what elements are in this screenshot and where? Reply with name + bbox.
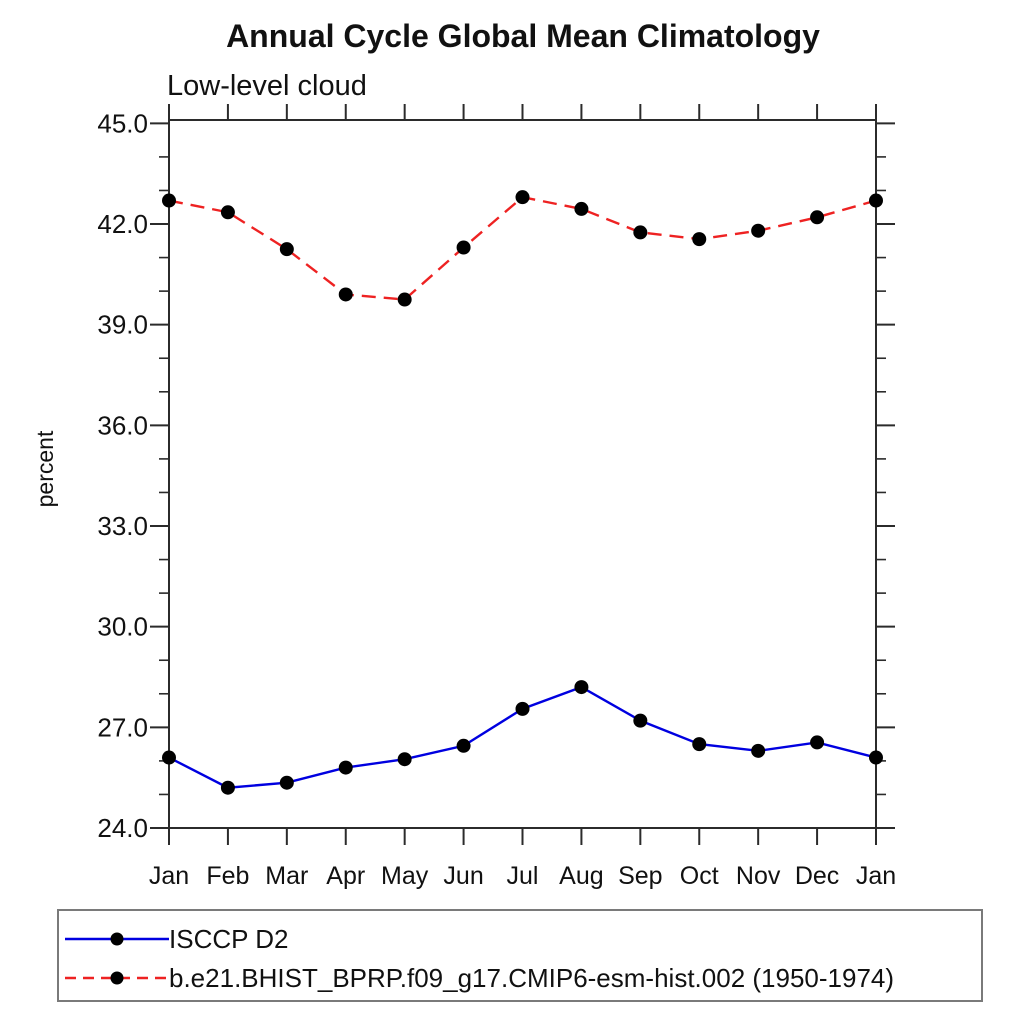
y-tick-label: 27.0 (97, 712, 148, 742)
data-point (869, 750, 883, 765)
data-point (456, 240, 471, 255)
y-tick-label: 42.0 (97, 209, 148, 239)
data-point (574, 201, 589, 216)
y-tick-label: 24.0 (97, 813, 148, 843)
data-point (574, 680, 589, 695)
y-axis-ticks: 24.0 27.0 30.0 33.0 36.0 39.0 42.0 45.0 (97, 108, 895, 843)
x-tick-label: Jul (507, 862, 539, 890)
legend-sample-dashed-line-icon (65, 971, 169, 985)
data-point (692, 232, 707, 247)
axis-frame (168, 119, 877, 829)
x-tick-label: Apr (326, 862, 365, 890)
data-point (692, 737, 707, 752)
legend-label-isccp: ISCCP D2 (169, 924, 289, 954)
data-point (162, 750, 176, 765)
y-tick-label: 33.0 (97, 511, 148, 541)
x-tick-label: May (381, 862, 429, 890)
x-axis-ticks: Jan Feb Mar Apr May Jun Jul Aug Sep Oct Nov Dec Jan (149, 104, 896, 890)
chart-subtitle: Low-level cloud (167, 70, 367, 102)
data-point (810, 735, 825, 750)
data-point (751, 223, 766, 238)
data-point (220, 780, 235, 795)
data-point (869, 193, 883, 208)
legend-entry-isccp: ISCCP D2 (59, 924, 981, 954)
data-point (633, 225, 648, 240)
x-tick-label: Nov (736, 862, 781, 890)
data-point (633, 713, 648, 728)
series-1-line (168, 195, 877, 301)
x-tick-label: Oct (680, 862, 719, 890)
legend-label-model: b.e21.BHIST_BPRP.f09_g17.CMIP6-esm-hist.… (169, 963, 895, 993)
data-point (397, 292, 412, 307)
x-tick-label: Jun (443, 862, 483, 890)
chart-title: Annual Cycle Global Mean Climatology (226, 18, 820, 54)
x-tick-label: Feb (206, 862, 249, 890)
legend: ISCCP D2 b.e21.BHIST_BPRP.f09_g17.CMIP6-… (57, 909, 983, 1002)
data-point (279, 242, 294, 257)
data-point (456, 738, 471, 753)
x-tick-label: Sep (618, 862, 662, 890)
x-tick-label: Jan (856, 862, 896, 890)
data-point (751, 743, 766, 758)
y-tick-label: 45.0 (97, 108, 148, 138)
series-0-markers (162, 680, 883, 795)
x-tick-label: Mar (265, 862, 308, 890)
x-tick-label: Aug (559, 862, 603, 890)
data-point (338, 287, 353, 302)
data-point (338, 760, 353, 775)
x-tick-label: Dec (795, 862, 839, 890)
series-1-markers (162, 190, 883, 307)
x-tick-label: Jan (149, 862, 189, 890)
data-point (515, 701, 530, 716)
y-tick-label: 36.0 (97, 410, 148, 440)
data-point (279, 775, 294, 790)
data-point (515, 190, 530, 205)
data-point (397, 752, 412, 767)
y-tick-label: 39.0 (97, 310, 148, 340)
y-tick-label: 30.0 (97, 612, 148, 642)
data-point (162, 193, 176, 208)
legend-sample-solid-line-icon (65, 932, 169, 946)
data-point (810, 210, 825, 225)
legend-entry-model: b.e21.BHIST_BPRP.f09_g17.CMIP6-esm-hist.… (59, 963, 981, 993)
data-point (220, 205, 235, 220)
